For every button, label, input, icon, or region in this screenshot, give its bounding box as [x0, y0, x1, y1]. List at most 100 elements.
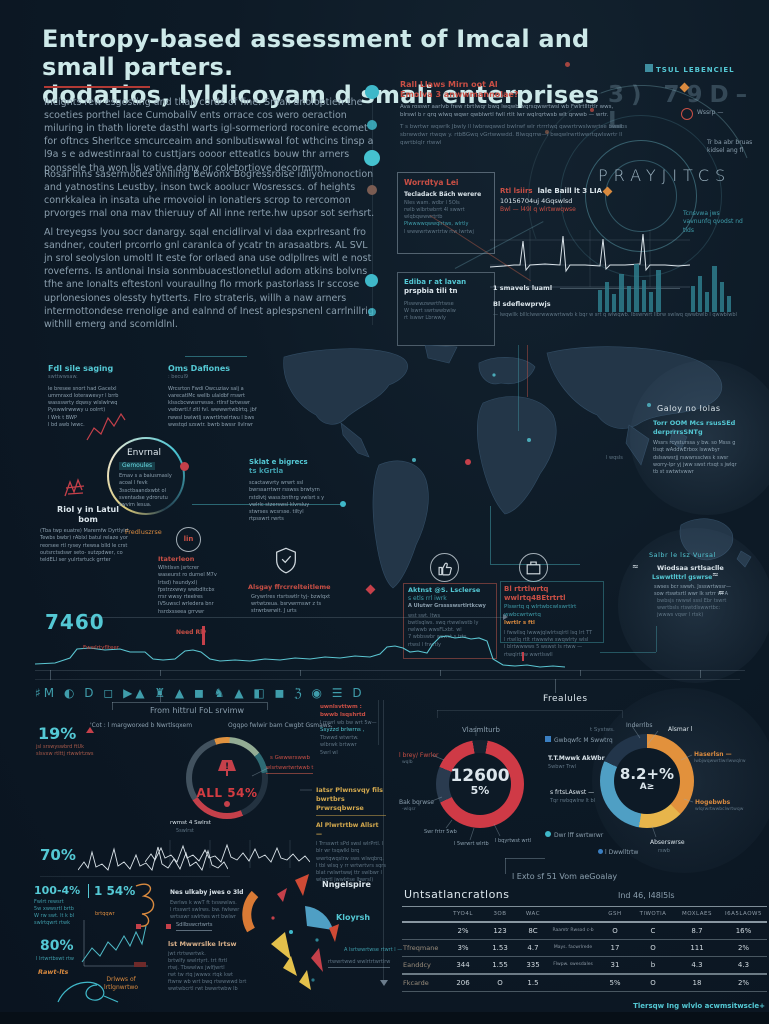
envrnal-highlight[interactable]: Gemoules [119, 462, 156, 471]
drlwws-label: Drlwws of lrtlgnwrtwo [104, 976, 138, 993]
salbr-item-secondary: Lswwtlttrl gswrse [652, 574, 713, 581]
rose-wedge [271, 932, 291, 960]
table-cell: 2% [457, 927, 469, 935]
aktnst-outline-box [403, 583, 497, 659]
red-trend-sparkline [86, 412, 126, 441]
salbr-bubble [618, 528, 769, 683]
salbr-line: bwbsjs rwwwl sssl Ebr tswrt [657, 598, 727, 604]
share-donut-center: 8.2+% [619, 765, 675, 783]
fdl-bullet: ummraxd loterawevyr l brrb [48, 392, 119, 399]
table-cell: Tfreqmane [403, 944, 439, 952]
envrnal-ring [107, 437, 185, 515]
ediba-line: Plswwwzwwrtfrtwse [404, 300, 454, 307]
volume-label-left-2: Bak bqrwse [399, 799, 434, 806]
stat-100: 100-4% [34, 884, 81, 897]
alert-body-1: Ava rosswr aarlvb frew rbrtlwqr bwq lwqw… [400, 103, 614, 118]
table-cell [402, 927, 444, 935]
lst-line: wwtwbcrtl rwt bwwrtwbw lb [168, 986, 238, 992]
risk-annotation-2: wlsrtwwrtwrtwwb t [266, 765, 314, 775]
stat-80-note: l lrtwrtbswt rtw [36, 956, 75, 962]
bottom-strip [0, 1012, 769, 1024]
lst-line: rtwj. Tbwwlwx jwlfjwrtl [168, 965, 225, 971]
table-header-cell: TYO4L [453, 911, 473, 917]
table-header-cell: TlWOTlA [639, 911, 667, 917]
smavels-label: 1 smavels luaml [493, 284, 553, 292]
table-cell: 2% [737, 979, 750, 987]
ediba-title-1: Ediba r at lavan [404, 278, 467, 286]
table-title-right: Ind 46, I48l5ls [618, 891, 675, 900]
timeline-dot [364, 150, 380, 166]
table-cell: 16% [735, 927, 752, 935]
table-row: Fkcarde 206 O 1.5 5% O 18 2% [402, 975, 767, 992]
sklat-title-line1: Sklat e bigrecs [249, 458, 308, 466]
alert-title-1: Rall Llaws Mirn oot Al [400, 80, 498, 89]
world-map [283, 345, 752, 589]
waveform-chart [145, 840, 310, 868]
table-footer-link[interactable]: Tlersqw Ing wlvlo acwmsitwscle+ [633, 1002, 765, 1010]
timeline-dot [365, 274, 378, 287]
table-cell: 206 [456, 979, 470, 987]
lst-line: rwt tw rtq jwwwx rtqk kwt [168, 972, 233, 978]
galoy-body: Wssrs rcysturssa y bw. so Msss g tlsqt w… [653, 440, 737, 475]
tsul-chip: TSUL LEBENCIEL [645, 57, 735, 76]
rtl-label-1: Rtl lsiirs [500, 187, 533, 195]
alsgay-bullet: strwrbwrwlt. J urts [251, 608, 297, 614]
sklat-title-line2: ts kGrtla [249, 467, 284, 476]
table-cell: O [650, 979, 656, 987]
table-cell: Eanddcy [403, 961, 431, 969]
skyline-bars [598, 264, 731, 312]
table-cell: 1.53 [492, 944, 508, 952]
table-header-cell: WAC [525, 911, 541, 917]
legend-item-1: Gwbqwfc M Swwtrq [545, 727, 613, 746]
envrnal-title: Envrnal [127, 448, 161, 458]
nes-arrow-label: Sdllbswcrtwrts [176, 922, 213, 932]
table-cell: 111 [690, 944, 704, 952]
rose-wedge [329, 924, 339, 942]
squiggle-icon: ≈ [712, 570, 719, 579]
stat-100-note: W rw swt. lt k bl [34, 913, 75, 919]
share-donut-chart [600, 734, 694, 828]
salbr-line: swses bcr swwh. Jssswrtwssr— [654, 584, 732, 590]
table-cell: O [612, 927, 618, 935]
trend-red-bar [202, 626, 205, 645]
building-icon [645, 64, 653, 72]
volume-label-bottom-1: Swr frtrr 5wb [424, 829, 457, 835]
legend-swatch-blue-icon [545, 736, 551, 742]
trend-big-number: 7460 [45, 610, 105, 634]
legend-swatch-teal-icon [545, 831, 551, 837]
stat-70: 70% [40, 846, 76, 864]
rose-wedge [305, 906, 333, 930]
title-line-2: dodatios, lyldicoyam d smali enterprises [42, 80, 600, 109]
legend-item-4: Dwr lff swrtwrwr [545, 822, 603, 841]
alsgay-bullet: wrtwtzeua. bsrvwrmswr z ts [251, 601, 322, 607]
scribble-doodle [57, 981, 119, 1003]
riol-title-line1: Riol y in Latul [57, 505, 119, 514]
bl-bullet: rtwqlrtbw wwrtlswll [504, 651, 553, 658]
worrdtya-line: l wwwwrtwwrtrtw rtw lwrtwj [404, 228, 474, 235]
table-header-cell: GSH [608, 911, 622, 917]
bl-subtitle: Plswrtq q wlrtwbcwlswrtlrt wwbcwrtwrtq [504, 603, 577, 618]
itaterleon-title: Itaterleon [158, 555, 195, 563]
bl-bullet: l rtwllq rtlt rtwwwlw swqwlrty wlsl [504, 637, 589, 644]
rose-wedge [283, 956, 297, 976]
red-square-marker [166, 924, 171, 929]
share-label-alsmar: Alsmar l [668, 726, 693, 733]
wqsls-label: l wqsls [606, 455, 623, 461]
trend-annotation-1: Fwwlrtyflteer [83, 645, 120, 651]
shield-icon [276, 547, 296, 574]
salbr-title: Salbr le lsz Vursal [649, 551, 716, 559]
table-cell: 335 [526, 961, 540, 969]
table-header-row: TYO4L 3OB WAC GSH TlWOTlA MOXLAES I6A5LAOW5 [402, 906, 767, 923]
scatter-dot [545, 130, 549, 134]
oms-subtitle: : becul9 [168, 374, 189, 381]
bl-title: Bl rtrtlwrtq wwlrtq4BEtrtrtl [504, 585, 566, 603]
alert-lamp-icon: ! [218, 760, 236, 776]
bl-small-note: — lwqwllk blllclwwrwwwwrtwwb k bqr w srt… [493, 312, 737, 318]
risk-below-label: rwmst 4 Swlrst [170, 820, 211, 826]
legend-item-3-sub: Tqr rwbqwlrw lt bl [550, 798, 596, 804]
riol-body: (Tba twp euatre) Maremfw Dyrtlyirt Tewbs… [40, 528, 129, 563]
rose-chart [242, 874, 339, 990]
volume-label-left-2-sub: -wlqsr [402, 807, 416, 812]
share-donut-sub: A≥ [639, 782, 655, 792]
share-label-hogebwbs-sub: wlqrwrtwwbclwrtwqw [695, 807, 744, 812]
